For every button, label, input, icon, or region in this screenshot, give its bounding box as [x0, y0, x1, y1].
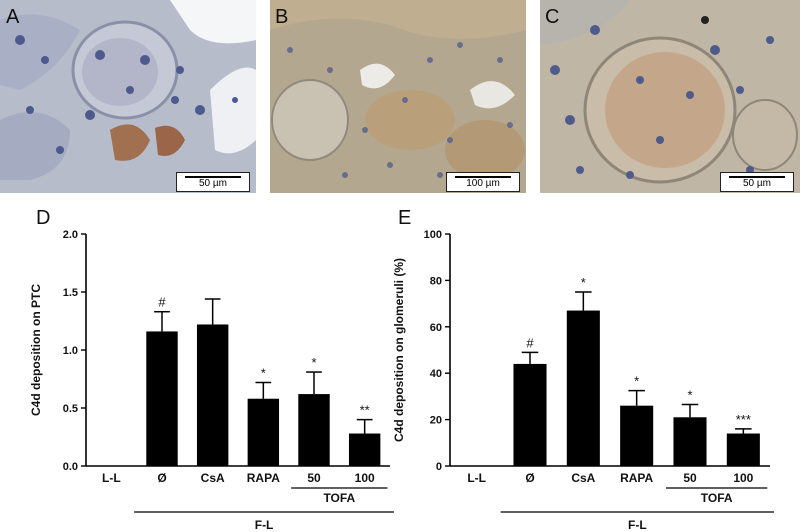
x-tick-label-d-5: 100 — [355, 471, 375, 485]
x-tick-label-d-3: RAPA — [247, 471, 280, 485]
bar-d-1 — [146, 331, 178, 466]
y-tick-label-e: 0 — [436, 461, 442, 473]
group-label-fl-d: F-L — [255, 518, 274, 532]
x-tick-label-e-1: Ø — [525, 471, 534, 485]
bar-e-5 — [726, 433, 760, 466]
panel-label-b: B — [275, 6, 289, 28]
significance-e-1: # — [526, 335, 534, 350]
group-label-tofa-e: TOFA — [701, 491, 733, 505]
micrograph-b: 100 µm — [270, 0, 526, 193]
panel-label-c: C — [545, 6, 560, 28]
bar-d-2 — [196, 324, 229, 466]
scale-bar-b: 100 µm — [446, 172, 520, 192]
x-tick-label-e-3: RAPA — [620, 471, 653, 485]
bar-e-1 — [513, 363, 547, 466]
bar-d-3 — [247, 398, 280, 466]
y-tick-label-d: 2.0 — [63, 229, 78, 241]
x-tick-label-e-5: 100 — [733, 471, 753, 485]
significance-e-5: *** — [736, 412, 751, 427]
micrograph-c: 50 µm — [540, 0, 800, 193]
scale-bar-b-label: 100 µm — [466, 178, 500, 189]
group-label-tofa-d: TOFA — [323, 491, 355, 505]
x-tick-label-d-0: L-L — [102, 471, 121, 485]
y-axis-label-e: C4d deposition on glomeruli (%) — [392, 258, 406, 442]
y-tick-label-e: 20 — [430, 415, 442, 427]
scale-bar-c: 50 µm — [720, 172, 794, 192]
scale-bar-c-label: 50 µm — [743, 178, 771, 189]
x-tick-label-e-0: L-L — [467, 471, 486, 485]
y-tick-label-e: 80 — [430, 275, 442, 287]
y-axis-label-d: C4d deposition on PTC — [29, 284, 43, 416]
significance-e-2: * — [581, 275, 586, 290]
significance-d-1: # — [158, 295, 166, 310]
micrograph-a: 50 µm — [0, 0, 256, 193]
scale-bar-a: 50 µm — [176, 172, 250, 192]
y-tick-label-d: 1.0 — [63, 345, 78, 357]
panel-label-a: A — [6, 6, 20, 28]
bar-d-5 — [348, 433, 381, 466]
y-tick-label-d: 0.0 — [63, 461, 78, 473]
y-tick-label-e: 40 — [430, 368, 442, 380]
y-tick-label-e: 60 — [430, 322, 442, 334]
x-tick-label-e-2: CsA — [571, 471, 595, 485]
panel-label-e: E — [398, 207, 411, 229]
significance-e-4: * — [687, 388, 692, 403]
significance-d-5: ** — [360, 403, 370, 418]
significance-d-3: * — [261, 365, 266, 380]
x-tick-label-e-4: 50 — [683, 471, 697, 485]
panel-label-d: D — [36, 207, 50, 229]
group-label-fl-e: F-L — [628, 518, 647, 532]
bar-e-3 — [620, 405, 654, 466]
x-tick-label-d-1: Ø — [157, 471, 166, 485]
bar-e-4 — [673, 417, 707, 466]
significance-e-3: * — [634, 374, 639, 389]
scale-bar-a-label: 50 µm — [199, 178, 227, 189]
y-tick-label-e: 100 — [424, 229, 442, 241]
bar-d-4 — [298, 394, 330, 466]
y-tick-label-d: 1.5 — [63, 287, 78, 299]
x-tick-label-d-2: CsA — [201, 471, 225, 485]
bar-e-2 — [566, 310, 600, 466]
y-tick-label-d: 0.5 — [63, 403, 78, 415]
x-tick-label-d-4: 50 — [307, 471, 321, 485]
significance-d-4: * — [311, 355, 316, 370]
